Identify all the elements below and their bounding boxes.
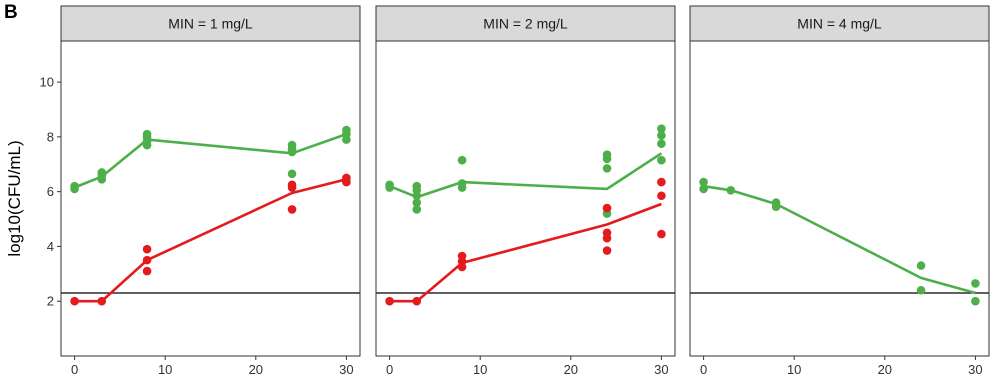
- x-tick-label: 30: [339, 362, 353, 377]
- data-point: [412, 296, 422, 306]
- data-point: [412, 198, 422, 207]
- data-point: [657, 131, 666, 140]
- y-tick-label: 6: [47, 184, 54, 199]
- data-point: [602, 150, 612, 159]
- panel-border: [689, 40, 990, 357]
- data-point: [142, 244, 152, 254]
- facet-strip-label: MIN = 2 mg/L: [483, 16, 568, 32]
- facet-strip-label: MIN = 1 mg/L: [168, 16, 253, 32]
- data-point: [602, 246, 612, 255]
- data-point: [457, 155, 467, 165]
- data-point: [142, 129, 152, 139]
- y-tick-label: 8: [47, 129, 54, 144]
- data-point: [916, 285, 926, 295]
- y-tick-label: 10: [40, 75, 54, 90]
- data-point: [287, 169, 297, 179]
- data-point: [287, 205, 297, 214]
- x-tick-label: 20: [564, 362, 578, 377]
- data-point: [699, 184, 708, 194]
- data-point: [70, 296, 79, 306]
- panel-letter: B: [4, 2, 18, 23]
- data-point: [657, 229, 666, 239]
- panel-border: [60, 40, 361, 357]
- x-tick-label: 0: [386, 362, 393, 377]
- data-point: [457, 179, 467, 188]
- data-point: [142, 266, 152, 276]
- facet-strip: [375, 5, 676, 42]
- data-point: [971, 296, 980, 306]
- data-point: [97, 168, 107, 177]
- data-point: [97, 296, 107, 306]
- data-point: [699, 177, 708, 187]
- data-point: [657, 177, 666, 187]
- facet-strip: [689, 5, 990, 42]
- facet-strip: [60, 5, 361, 42]
- x-tick-label: 30: [968, 362, 982, 377]
- data-point: [457, 251, 467, 261]
- data-point: [70, 181, 79, 191]
- data-point: [602, 164, 612, 173]
- plot-background: [690, 41, 989, 356]
- data-point: [771, 198, 781, 207]
- x-tick-label: 20: [249, 362, 263, 377]
- facet-panel-2: MIN = 2 mg/L 0 10 20 30: [375, 5, 676, 377]
- data-point: [412, 205, 422, 214]
- data-point: [726, 185, 736, 195]
- x-tick-label: 10: [473, 362, 487, 377]
- data-point: [287, 180, 297, 190]
- plot-background: [61, 41, 360, 356]
- data-point: [657, 155, 666, 165]
- x-tick-label: 0: [700, 362, 707, 377]
- y-tick-label: 4: [47, 239, 54, 254]
- facet-panel-3: MIN = 4 mg/L 0 10 20 30: [689, 5, 990, 377]
- data-point: [657, 191, 666, 201]
- data-point: [916, 261, 926, 270]
- plot-background: [376, 41, 675, 356]
- data-point: [385, 180, 394, 190]
- data-point: [971, 279, 980, 288]
- data-point: [657, 124, 666, 133]
- data-point: [602, 228, 612, 238]
- x-tick-label: 0: [71, 362, 78, 377]
- data-point: [657, 139, 666, 149]
- y-axis-title: log10(CFU/mL): [5, 140, 24, 256]
- data-point: [142, 255, 152, 265]
- data-point: [385, 296, 394, 306]
- data-point: [412, 181, 422, 191]
- panel-border: [375, 40, 676, 357]
- data-point: [342, 125, 351, 135]
- y-tick-label: 2: [47, 294, 54, 309]
- x-tick-label: 10: [787, 362, 801, 377]
- data-point: [287, 140, 297, 150]
- data-point: [342, 173, 351, 183]
- data-point: [602, 203, 612, 213]
- facet-strip-label: MIN = 4 mg/L: [797, 16, 882, 32]
- x-tick-label: 30: [654, 362, 668, 377]
- x-tick-label: 10: [158, 362, 172, 377]
- x-tick-label: 20: [878, 362, 892, 377]
- facet-panel-1: MIN = 1 mg/L 0 10 20 30: [60, 5, 361, 377]
